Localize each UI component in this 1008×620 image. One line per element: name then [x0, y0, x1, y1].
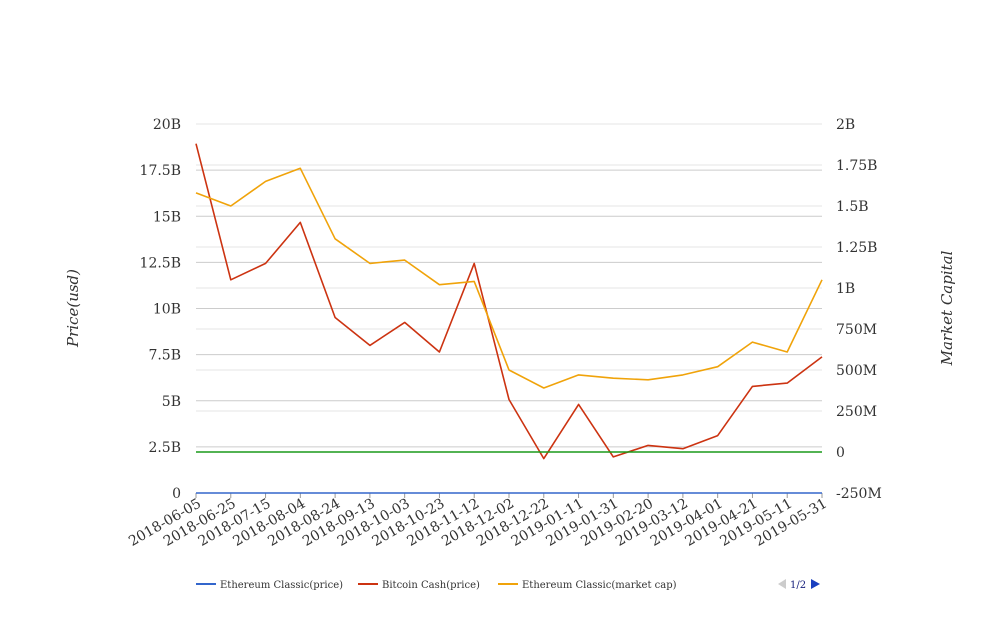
y-right-tick-label: 0	[836, 445, 845, 461]
legend-item-label[interactable]: Bitcoin Cash(price)	[382, 580, 480, 591]
left-y-axis: 0 2.5B 5B 7.5B 10B 12.5B 15B 17.5B 20B	[140, 117, 181, 502]
y-left-tick-label: 7.5B	[148, 348, 181, 364]
legend: Ethereum Classic(price) Bitcoin Cash(pric…	[196, 579, 820, 591]
y-left-tick-label: 10B	[153, 302, 181, 318]
y-left-tick-label: 17.5B	[140, 163, 181, 179]
y-right-tick-label: 1.5B	[836, 199, 869, 215]
y-right-tick-label: 500M	[836, 363, 877, 379]
y-left-tick-label: 2.5B	[148, 440, 181, 456]
y-right-tick-label: 250M	[836, 404, 877, 420]
legend-item-label[interactable]: Ethereum Classic(price)	[220, 580, 343, 591]
y-right-tick-label: 1.25B	[836, 240, 877, 256]
y-right-tick-label: -250M	[836, 486, 882, 502]
y-left-tick-label: 5B	[162, 394, 181, 410]
triangle-left-icon[interactable]	[778, 579, 786, 589]
grid-lines	[196, 123, 822, 494]
y-left-tick-label: 15B	[153, 209, 181, 225]
y-axis-left-title: Price(usd)	[64, 269, 82, 348]
y-left-tick-label: 0	[172, 486, 181, 502]
legend-item-label[interactable]: Ethereum Classic(market cap)	[522, 580, 677, 591]
y-axis-right-title: Market Capital	[938, 250, 956, 366]
series-line-2	[195, 167, 823, 389]
y-right-tick-label: 1B	[836, 281, 855, 297]
right-y-axis: -250M 0 250M 500M 750M 1B 1.25B 1.5B 1.75B 2B	[836, 117, 882, 502]
y-left-tick-label: 20B	[153, 117, 181, 133]
series-lines	[195, 143, 823, 494]
series-line-1	[195, 143, 823, 460]
x-axis: 2018-06-052018-06-252018-07-152018-08-04…	[126, 493, 830, 550]
y-right-tick-label: 2B	[836, 117, 855, 133]
y-right-tick-label: 1.75B	[836, 158, 877, 174]
y-left-tick-label: 12.5B	[140, 255, 181, 271]
legend-page-indicator: 1/2	[790, 580, 806, 591]
triangle-right-icon[interactable]	[811, 579, 820, 589]
y-right-tick-label: 750M	[836, 322, 877, 338]
